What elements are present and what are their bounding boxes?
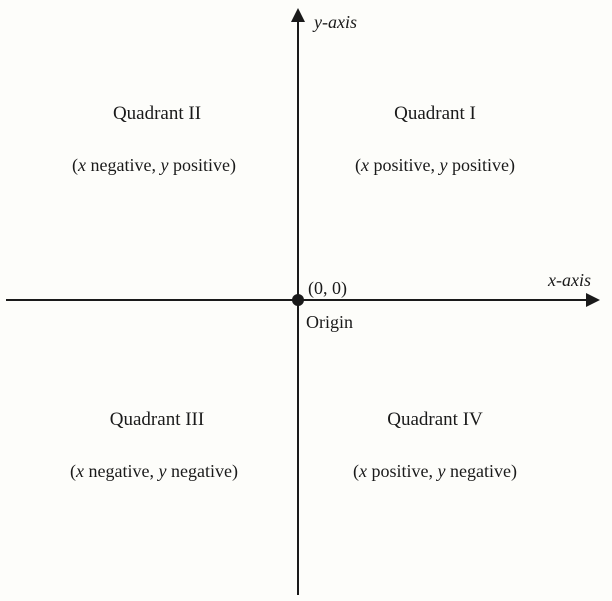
y-axis-arrow-up xyxy=(291,8,305,22)
y-axis-label: y-axis xyxy=(314,12,357,33)
quadrant-3-signs: (x negative, y negative) xyxy=(24,461,284,482)
quadrant-2-title: Quadrant II xyxy=(32,103,282,125)
coordinate-plane xyxy=(0,0,612,601)
quadrant-4-title: Quadrant IV xyxy=(310,409,560,431)
origin-label: Origin xyxy=(306,312,353,333)
quadrant-4-signs: (x positive, y negative) xyxy=(305,461,565,482)
origin-coordinates: (0, 0) xyxy=(308,278,347,299)
x-axis-label: x-axis xyxy=(548,270,591,291)
quadrant-1-title: Quadrant I xyxy=(310,103,560,125)
origin-dot xyxy=(292,294,304,306)
quadrant-1-signs: (x positive, y positive) xyxy=(305,155,565,176)
quadrant-2-signs: (x negative, y positive) xyxy=(24,155,284,176)
x-axis-arrow-right xyxy=(586,293,600,307)
quadrant-3-title: Quadrant III xyxy=(32,409,282,431)
